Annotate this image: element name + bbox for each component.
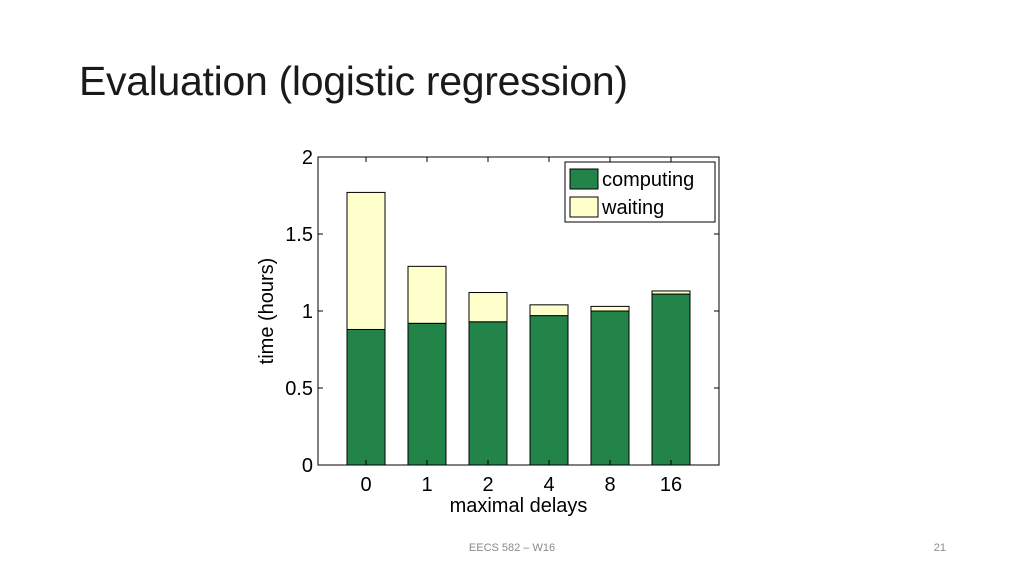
bar-waiting-4 (529, 304, 569, 317)
x-tick-label: 2 (482, 474, 493, 496)
bar-computing-8 (590, 310, 630, 466)
axes-layer: 0 0.5 1 1.5 2 0 1 2 4 8 16 (285, 147, 720, 496)
legend-label-waiting: waiting (601, 197, 664, 219)
bar-computing-0 (346, 328, 386, 466)
footer-course: EECS 582 – W16 (468, 542, 556, 554)
page-number: 21 (933, 542, 946, 554)
bar-computing-1 (407, 322, 447, 466)
y-axis-label: time (hours) (256, 258, 278, 365)
slide-title: Evaluation (logistic regression) (79, 58, 628, 104)
bar-waiting-1 (407, 265, 447, 324)
x-axis-label: maximal delays (450, 495, 588, 517)
bar-waiting-16 (651, 290, 691, 295)
y-tick-label: 1 (302, 301, 313, 323)
bars-layer (346, 191, 691, 466)
stacked-bar-chart: 0 0.5 1 1.5 2 0 1 2 4 8 16 time (hours) maximal de… (256, 147, 720, 517)
x-tick-label: 4 (543, 474, 554, 496)
x-tick-label: 8 (604, 474, 615, 496)
bar-waiting-8 (590, 305, 630, 312)
bar-computing-2 (468, 321, 508, 466)
bar-computing-4 (529, 315, 569, 466)
bar-waiting-0 (346, 191, 386, 330)
y-tick-label: 0.5 (285, 378, 313, 400)
y-tick-label: 2 (302, 147, 313, 169)
bar-waiting-2 (468, 292, 508, 323)
legend-swatch-waiting (569, 196, 599, 218)
x-tick-label: 16 (660, 474, 682, 496)
x-tick-label: 0 (360, 474, 371, 496)
legend-swatch-computing (569, 168, 599, 190)
y-tick-label: 0 (302, 455, 313, 477)
x-tick-label: 1 (421, 474, 432, 496)
y-tick-label: 1.5 (285, 224, 313, 246)
legend: computing waiting (564, 161, 716, 223)
legend-label-computing: computing (602, 169, 694, 191)
bar-computing-16 (651, 293, 691, 466)
